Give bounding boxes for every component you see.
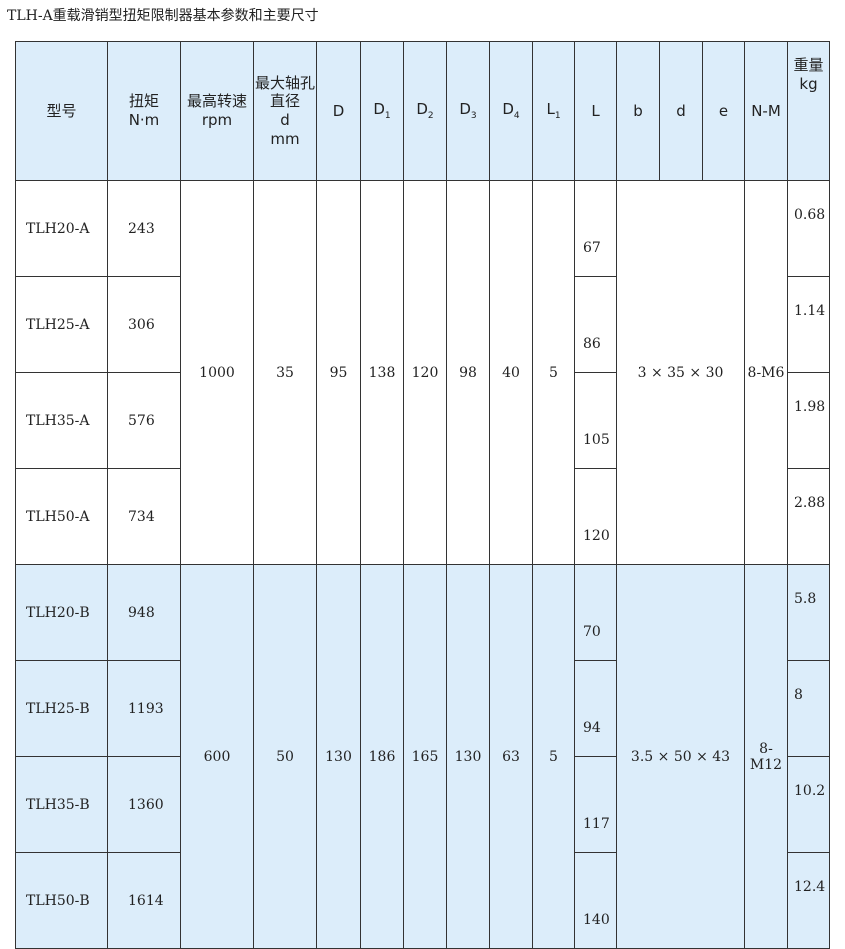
weight-cell: 10.2: [787, 756, 830, 853]
bore-cell: 50: [253, 564, 317, 949]
d3-cell: 130: [446, 564, 490, 949]
weight-cell: 1.14: [787, 276, 830, 373]
d1-cell: 186: [360, 564, 404, 949]
header-row: 型号 扭矩 N·m 最高转速 rpm 最大轴孔直径 d mm D D1 D2 D3 D4…: [15, 41, 830, 181]
table-row: TLH35-A 576 105 1.98: [15, 372, 830, 469]
model-cell: TLH35-B: [15, 756, 108, 853]
table-title: TLH-A重载滑销型扭矩限制器基本参数和主要尺寸: [7, 8, 319, 24]
header-b: b: [616, 41, 660, 181]
weight-cell: 5.8: [787, 564, 830, 661]
speed-cell: 1000: [180, 180, 254, 565]
d4-cell: 40: [489, 180, 533, 565]
d1-cell: 138: [360, 180, 404, 565]
weight-cell: 12.4: [787, 852, 830, 949]
speed-cell: 600: [180, 564, 254, 949]
l-cell: 117: [574, 756, 617, 853]
nm-cell: 8-M6: [744, 180, 788, 565]
torque-cell: 1614: [107, 852, 181, 949]
table-row: TLH25-A 306 86 1.14: [15, 276, 830, 373]
weight-cell: 1.98: [787, 372, 830, 469]
header-D: D: [316, 41, 361, 181]
l-cell: 70: [574, 564, 617, 661]
l-cell: 140: [574, 852, 617, 949]
header-L: L: [574, 41, 617, 181]
table-row: TLH50-A 734 120 2.88: [15, 468, 830, 565]
torque-cell: 243: [107, 180, 181, 277]
header-d: d: [659, 41, 703, 181]
header-D2: D2: [403, 41, 447, 181]
weight-cell: 2.88: [787, 468, 830, 565]
l1-cell: 5: [532, 564, 575, 949]
l-cell: 120: [574, 468, 617, 565]
header-nm: N-M: [744, 41, 788, 181]
torque-cell: 1193: [107, 660, 181, 757]
weight-cell: 0.68: [787, 180, 830, 277]
table-row: TLH20-A 243 1000 35 95 138 120 98 40 5 67 3 × 35 × …: [15, 180, 830, 565]
l-cell: 105: [574, 372, 617, 469]
header-model: 型号: [15, 41, 108, 181]
torque-cell: 306: [107, 276, 181, 373]
d4-cell: 63: [489, 564, 533, 949]
model-cell: TLH20-B: [15, 564, 108, 661]
torque-cell: 576: [107, 372, 181, 469]
table-row: TLH20-B 948 600 50 130 186 165 130 63 5 70 3.5 × 50…: [15, 564, 830, 949]
header-L1: L1: [532, 41, 575, 181]
header-e: e: [702, 41, 745, 181]
model-cell: TLH50-A: [15, 468, 108, 565]
bore-cell: 35: [253, 180, 317, 565]
model-cell: TLH25-B: [15, 660, 108, 757]
l-cell: 67: [574, 180, 617, 277]
l-cell: 94: [574, 660, 617, 757]
d-cell: 95: [316, 180, 361, 565]
d-cell: 130: [316, 564, 361, 949]
d3-cell: 98: [446, 180, 490, 565]
d2-cell: 165: [403, 564, 447, 949]
d2-cell: 120: [403, 180, 447, 565]
header-torque: 扭矩 N·m: [107, 41, 181, 181]
header-D3: D3: [446, 41, 490, 181]
torque-cell: 948: [107, 564, 181, 661]
model-cell: TLH50-B: [15, 852, 108, 949]
torque-cell: 1360: [107, 756, 181, 853]
nm-cell: 8-M12: [744, 564, 788, 949]
bde-cell: 3 × 35 × 30: [616, 180, 745, 565]
parameters-table: 型号 扭矩 N·m 最高转速 rpm 最大轴孔直径 d mm D D1 D2 D3 D4…: [15, 41, 830, 949]
header-speed: 最高转速 rpm: [180, 41, 254, 181]
model-cell: TLH20-A: [15, 180, 108, 277]
header-bore: 最大轴孔直径 d mm: [253, 41, 317, 181]
header-weight: 重量 kg: [787, 41, 830, 181]
model-cell: TLH35-A: [15, 372, 108, 469]
header-D1: D1: [360, 41, 404, 181]
torque-cell: 734: [107, 468, 181, 565]
header-D4: D4: [489, 41, 533, 181]
bde-cell: 3.5 × 50 × 43: [616, 564, 745, 949]
l1-cell: 5: [532, 180, 575, 565]
model-cell: TLH25-A: [15, 276, 108, 373]
l-cell: 86: [574, 276, 617, 373]
weight-cell: 8: [787, 660, 830, 757]
